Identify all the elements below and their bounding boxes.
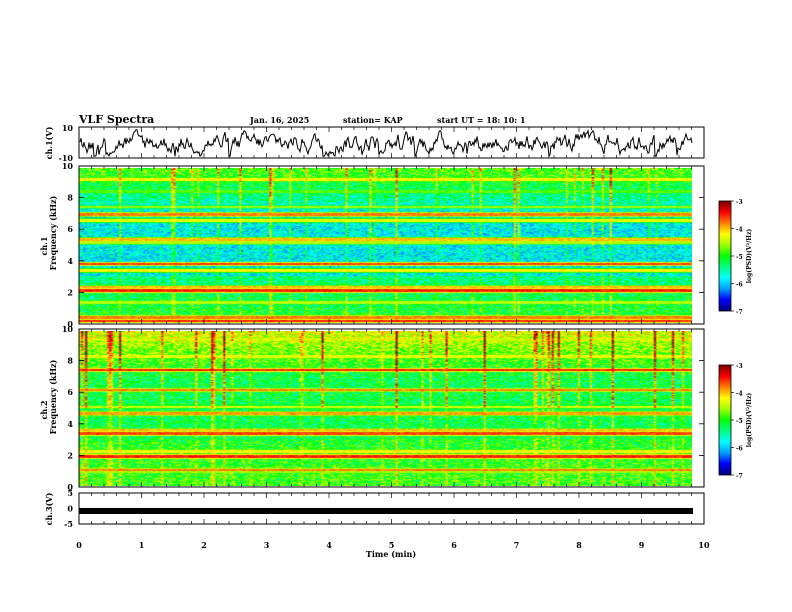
ch2-colorbar-gradient [719, 365, 731, 475]
ch1-spectrogram-panel: 0 2 4 6 8 10 ch.1 Frequency (kHz) [39, 161, 705, 329]
time-axis-ticks: 0 1 2 3 4 5 6 7 8 9 10 [76, 127, 710, 550]
y-tick-label: 5 [67, 488, 73, 498]
figure-title: VLF Spectra [78, 113, 154, 126]
x-tick-label: 4 [326, 540, 332, 550]
ch2-spectrogram-yticks: 0 2 4 6 8 10 [62, 324, 704, 492]
x-tick-label: 10 [698, 540, 710, 550]
x-tick-label: 1 [139, 540, 145, 550]
x-tick-label: 6 [451, 540, 457, 550]
colorbar-tick-label: -5 [736, 418, 743, 425]
colorbar-tick-label: -6 [736, 282, 743, 289]
ch1-waveform-ytick-top: 10 [62, 123, 74, 133]
x-tick-label: 8 [576, 540, 582, 550]
figure-station: station= KAP [343, 115, 403, 125]
colorbar-tick-label: -5 [736, 254, 743, 261]
x-tick-label: 9 [639, 540, 645, 550]
colorbar-tick-label: -7 [736, 473, 743, 480]
figure-start-time: start UT = 18: 10: 1 [437, 115, 526, 125]
x-tick-label: 0 [76, 540, 82, 550]
ch3-waveform-yticks: 5 0 -5 [64, 488, 83, 529]
ch1-waveform-ylabel: ch.1(V) [44, 126, 54, 159]
ch3-waveform-ylabel: ch.3(V) [44, 492, 54, 525]
x-tick-label: 5 [389, 540, 395, 550]
y-tick-label: 10 [62, 324, 74, 334]
ch1-colorbar-label: log(PSD)(V²/Hz) [746, 229, 753, 284]
ch1-colorbar-ticks: -3 -4 -5 -6 -7 [731, 199, 743, 316]
colorbar-tick-label: -3 [736, 199, 743, 206]
ch1-waveform-trace [79, 128, 693, 159]
ch2-colorbar-label: log(PSD)(V²/Hz) [746, 393, 753, 448]
y-tick-label: 4 [67, 256, 73, 266]
x-tick-label: 7 [514, 540, 520, 550]
y-tick-label: 0 [67, 319, 73, 329]
time-axis-label: Time (min) [366, 549, 416, 559]
y-tick-label: 0 [67, 504, 73, 514]
ch2-spectrogram-image [79, 331, 692, 486]
ch2-spectrogram-panel: 0 2 4 6 8 10 ch.2 Frequency (kHz) [39, 324, 705, 492]
y-tick-label: 2 [67, 450, 73, 460]
figure-date: Jan. 16, 2025 [249, 115, 309, 125]
x-tick-label: 3 [264, 540, 270, 550]
colorbar-tick-label: -4 [736, 227, 743, 234]
ch3-waveform-trace [79, 507, 693, 514]
y-tick-label: 0 [67, 482, 73, 492]
ch1-waveform-ytick-bottom: -10 [59, 153, 74, 163]
ch1-spectrogram-yticks: 0 2 4 6 8 10 [62, 161, 704, 329]
ch1-spectrogram-image [79, 168, 692, 323]
ch1-colorbar-gradient [719, 201, 731, 311]
y-tick-label: 8 [67, 356, 73, 366]
ch2-colorbar: -3 -4 -5 -6 -7 log(PSD)(V²/Hz) [718, 363, 753, 480]
y-tick-label: 10 [62, 161, 74, 171]
ch1-waveform-panel: 10 -10 ch.1(V) [44, 123, 705, 163]
ch1-spectrogram-ylabel-channel: ch.1 [39, 236, 49, 255]
y-tick-label: 6 [67, 387, 73, 397]
ch3-waveform-panel: 5 0 -5 ch.3(V) [44, 488, 705, 529]
ch2-spectrogram-ylabel: Frequency (kHz) [48, 359, 58, 434]
y-tick-label: -5 [64, 519, 73, 529]
colorbar-tick-label: -4 [736, 391, 743, 398]
x-tick-label: 2 [201, 540, 207, 550]
colorbar-tick-label: -7 [736, 309, 743, 316]
y-tick-label: 2 [67, 287, 73, 297]
colorbar-tick-label: -3 [736, 363, 743, 370]
ch1-spectrogram-ylabel: Frequency (kHz) [48, 195, 58, 270]
ch2-colorbar-ticks: -3 -4 -5 -6 -7 [731, 363, 743, 480]
y-tick-label: 4 [67, 419, 73, 429]
y-tick-label: 6 [67, 224, 73, 234]
y-tick-label: 8 [67, 193, 73, 203]
ch2-spectrogram-ylabel-channel: ch.2 [39, 400, 49, 419]
colorbar-tick-label: -6 [736, 446, 743, 453]
ch1-colorbar: -3 -4 -5 -6 -7 log(PSD)(V²/Hz) [718, 199, 753, 316]
